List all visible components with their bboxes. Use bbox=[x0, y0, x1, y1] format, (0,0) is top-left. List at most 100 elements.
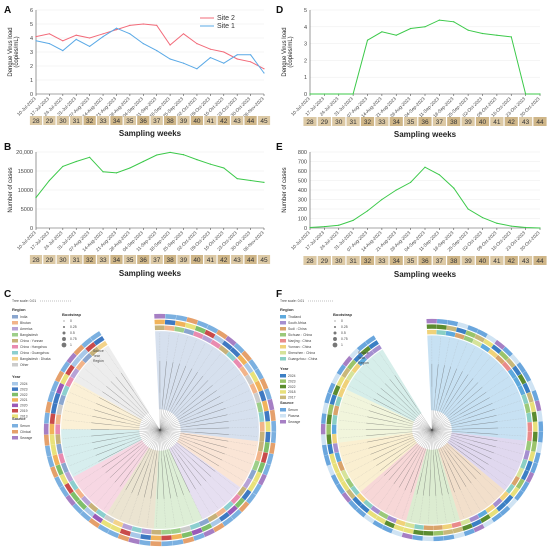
tree-leaf-line bbox=[435, 495, 438, 524]
source-ring-segment bbox=[206, 324, 219, 334]
week-label: 39 bbox=[180, 257, 188, 264]
tree-c-ring-year: Year bbox=[93, 354, 101, 358]
tree-branch bbox=[166, 454, 178, 497]
data-point bbox=[129, 167, 131, 169]
year-ring-segment bbox=[327, 443, 334, 455]
region-ring-segment bbox=[69, 480, 79, 491]
week-box bbox=[29, 116, 43, 125]
data-point bbox=[115, 172, 118, 174]
legend-swatch bbox=[280, 315, 286, 319]
source-ring-segment bbox=[330, 474, 340, 486]
year-ring-segment bbox=[443, 529, 454, 535]
week-box bbox=[137, 255, 150, 264]
year-ring-segment bbox=[237, 354, 248, 366]
tree-leaf-line bbox=[345, 393, 372, 405]
year-ring-segment bbox=[498, 350, 509, 361]
tree-branch bbox=[163, 454, 171, 499]
legend-label-site2: Site 2 bbox=[217, 15, 235, 22]
tree-leaf-line bbox=[456, 343, 468, 369]
tree-branch bbox=[367, 435, 403, 443]
week-box bbox=[389, 117, 403, 126]
week-label: 41 bbox=[493, 119, 501, 126]
tree-leaf-line bbox=[393, 490, 406, 516]
data-point bbox=[142, 160, 144, 163]
region-ring-segment bbox=[386, 515, 397, 524]
tree-branch bbox=[431, 429, 468, 433]
tree-branch bbox=[368, 442, 389, 449]
source-ring-segment bbox=[320, 423, 326, 435]
legend-label: 2018 bbox=[288, 390, 296, 394]
week-label: 33 bbox=[99, 257, 107, 264]
source-ring-segment bbox=[320, 434, 327, 446]
legend-swatch bbox=[12, 436, 18, 440]
region-ring-segment bbox=[64, 471, 74, 483]
tree-branch bbox=[159, 429, 177, 476]
tree-branch bbox=[423, 460, 429, 496]
legend-label: 2023 bbox=[20, 387, 28, 391]
source-ring-segment bbox=[44, 445, 52, 457]
region-ring-segment bbox=[331, 433, 338, 444]
legend-label: Shenzhen : China bbox=[288, 351, 315, 355]
data-point bbox=[249, 179, 252, 182]
region-ring-segment bbox=[180, 525, 191, 533]
week-box bbox=[29, 255, 43, 264]
data-point bbox=[169, 58, 171, 60]
week-label: 39 bbox=[465, 258, 473, 265]
week-label: 37 bbox=[153, 257, 161, 264]
legend-label: 2023 bbox=[288, 379, 296, 383]
legend-swatch bbox=[280, 408, 286, 412]
tree-branch bbox=[159, 429, 204, 442]
tree-branch bbox=[159, 429, 167, 455]
year-ring-segment bbox=[150, 535, 162, 541]
tree-branch bbox=[121, 372, 134, 392]
year-ring-segment bbox=[520, 469, 530, 481]
week-label: 33 bbox=[99, 118, 107, 125]
tree-leaf-line bbox=[465, 486, 481, 511]
source-ring-segment bbox=[520, 481, 530, 493]
source-ring-segment bbox=[97, 524, 110, 534]
year-ring-segment bbox=[65, 364, 75, 376]
tree-branch bbox=[435, 452, 443, 496]
tree-branch bbox=[118, 402, 161, 431]
region-ring-segment bbox=[521, 394, 529, 405]
region-ring-segment bbox=[131, 526, 142, 533]
tree-branch bbox=[388, 429, 433, 443]
week-box bbox=[123, 255, 136, 264]
week-label: 29 bbox=[321, 258, 329, 265]
tree-c-source-title: Source bbox=[12, 416, 26, 421]
source-ring-segment bbox=[66, 352, 77, 364]
tree-c-ring-source: Source bbox=[93, 349, 104, 353]
source-ring-segment bbox=[269, 442, 276, 455]
week-box bbox=[150, 255, 163, 264]
year-ring-segment bbox=[341, 367, 351, 379]
data-point bbox=[89, 45, 91, 48]
bootstrap-dot bbox=[62, 331, 66, 335]
week-box bbox=[404, 256, 418, 265]
region-ring-segment bbox=[89, 346, 100, 357]
source-ring-segment bbox=[348, 500, 359, 511]
tree-branch bbox=[456, 441, 492, 459]
region-ring-segment bbox=[210, 339, 222, 349]
tree-branch bbox=[380, 453, 402, 471]
year-ring-segment bbox=[462, 523, 473, 531]
source-ring-segment bbox=[186, 317, 199, 325]
legend-label: Sewage bbox=[20, 436, 32, 440]
tree-branch bbox=[191, 380, 209, 398]
legend-swatch bbox=[12, 357, 18, 361]
year-ring-segment bbox=[56, 382, 65, 395]
year-ring-segment bbox=[359, 503, 370, 514]
week-box bbox=[475, 117, 490, 126]
tree-leaf-line bbox=[419, 495, 424, 523]
region-ring-segment bbox=[183, 328, 195, 336]
tree-branch bbox=[99, 397, 120, 409]
tree-leaf-line bbox=[497, 440, 525, 446]
source-ring-segment bbox=[230, 509, 242, 520]
data-point bbox=[309, 226, 311, 229]
tree-branch bbox=[176, 372, 198, 406]
region-ring-segment bbox=[218, 345, 229, 355]
year-ring-segment bbox=[326, 414, 332, 425]
tree-branch bbox=[431, 429, 434, 456]
tree-c-bootstrap-title: Bootstrap bbox=[62, 312, 81, 317]
region-sector bbox=[360, 442, 427, 521]
year-ring-segment bbox=[76, 499, 88, 511]
